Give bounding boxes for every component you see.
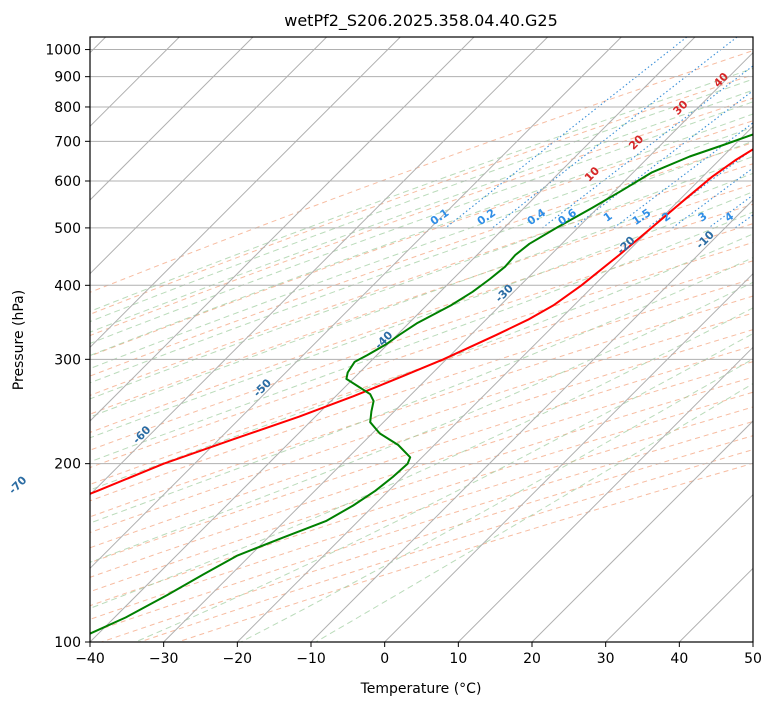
dry-adiabat-line bbox=[90, 163, 753, 396]
dry-adiabat-line bbox=[90, 50, 753, 293]
isotherm-line bbox=[90, 37, 549, 496]
mixing-ratio-line bbox=[572, 90, 753, 229]
dry-adiabat-line bbox=[90, 142, 753, 377]
isotherm-line bbox=[90, 37, 622, 570]
dry-adiabat-line bbox=[90, 97, 753, 337]
dry-adiabat-line bbox=[90, 391, 753, 607]
moist-adiabat-line bbox=[90, 156, 753, 400]
moist-adiabat-line bbox=[90, 126, 753, 370]
moist-adiabat-line bbox=[90, 172, 753, 418]
isotherm-line bbox=[90, 37, 475, 422]
isotherm-line bbox=[384, 272, 753, 642]
isobars bbox=[90, 49, 753, 642]
y-tick-label: 500 bbox=[54, 221, 81, 237]
x-tick-label: 10 bbox=[449, 651, 467, 667]
dry-adiabat-line bbox=[90, 345, 753, 564]
chart-title: wetPf2_S206.2025.358.04.40.G25 bbox=[284, 11, 558, 31]
moist-adiabat-line bbox=[90, 257, 753, 524]
dry-adiabat-line bbox=[90, 183, 753, 415]
dry-adiabat-line bbox=[90, 241, 753, 469]
moist-adiabat-line bbox=[240, 358, 753, 642]
isotherm-line bbox=[90, 37, 254, 201]
moist-adiabat-line bbox=[90, 281, 753, 563]
y-tick-label: 200 bbox=[54, 457, 81, 473]
moist-adiabat-line bbox=[90, 78, 753, 323]
y-axis-label: Pressure (hPa) bbox=[11, 290, 27, 390]
isotherm-line bbox=[605, 493, 753, 642]
moist-adiabat-line bbox=[90, 211, 753, 463]
x-tick-label: 40 bbox=[670, 651, 688, 667]
dry-adiabat-line bbox=[90, 329, 753, 549]
dry-adiabat-line bbox=[90, 295, 753, 518]
y-tick-label: 700 bbox=[54, 134, 81, 150]
x-tick-label: 20 bbox=[523, 651, 541, 667]
dry-adiabat-line bbox=[90, 74, 753, 315]
x-tick-label: 0 bbox=[380, 651, 389, 667]
y-tick-label: 300 bbox=[54, 352, 81, 368]
x-tick-label: −40 bbox=[75, 651, 105, 667]
isotherm-line bbox=[90, 37, 328, 275]
isotherms bbox=[90, 37, 753, 642]
y-tick-label: 800 bbox=[54, 100, 81, 116]
plot-frame bbox=[89, 36, 754, 643]
x-axis-label: Temperature (°C) bbox=[360, 681, 482, 697]
x-tick-label: 50 bbox=[744, 651, 762, 667]
moist-adiabat-line bbox=[90, 67, 753, 312]
y-tick-label: 400 bbox=[54, 278, 81, 294]
moist-adiabat-line bbox=[90, 89, 753, 333]
moist-adiabat-line bbox=[90, 233, 753, 491]
moist-adiabat-line bbox=[315, 383, 753, 642]
x-axis-ticks: −40 −30 −20 −10 0 10 20 30 40 50 bbox=[75, 642, 762, 667]
x-tick-label: −10 bbox=[296, 651, 326, 667]
temperature-line bbox=[90, 148, 753, 495]
y-tick-label: 1000 bbox=[45, 43, 81, 59]
moist-adiabat-line bbox=[135, 332, 753, 642]
isotherm-line bbox=[90, 37, 401, 349]
x-tick-label: −20 bbox=[223, 651, 253, 667]
x-tick-label: 30 bbox=[597, 651, 615, 667]
y-tick-label: 900 bbox=[54, 70, 81, 86]
sounding-profiles bbox=[90, 133, 753, 635]
y-tick-label: 100 bbox=[54, 635, 81, 651]
dry-adiabat-line bbox=[90, 203, 753, 433]
isotherm-line bbox=[457, 346, 753, 642]
isotherm-line bbox=[163, 51, 753, 642]
dewpoint-line bbox=[90, 133, 753, 635]
y-tick-label: 600 bbox=[54, 174, 81, 190]
isotherm-line bbox=[310, 199, 753, 642]
moist-adiabat-line bbox=[90, 113, 753, 357]
x-tick-label: −30 bbox=[149, 651, 179, 667]
isotherm-line bbox=[531, 420, 753, 642]
mixing-ratio-line bbox=[672, 167, 753, 229]
mixing-ratio-line bbox=[542, 65, 753, 229]
y-axis-ticks: 100 200 300 400 500 600 700 800 900 1000 bbox=[45, 43, 90, 651]
